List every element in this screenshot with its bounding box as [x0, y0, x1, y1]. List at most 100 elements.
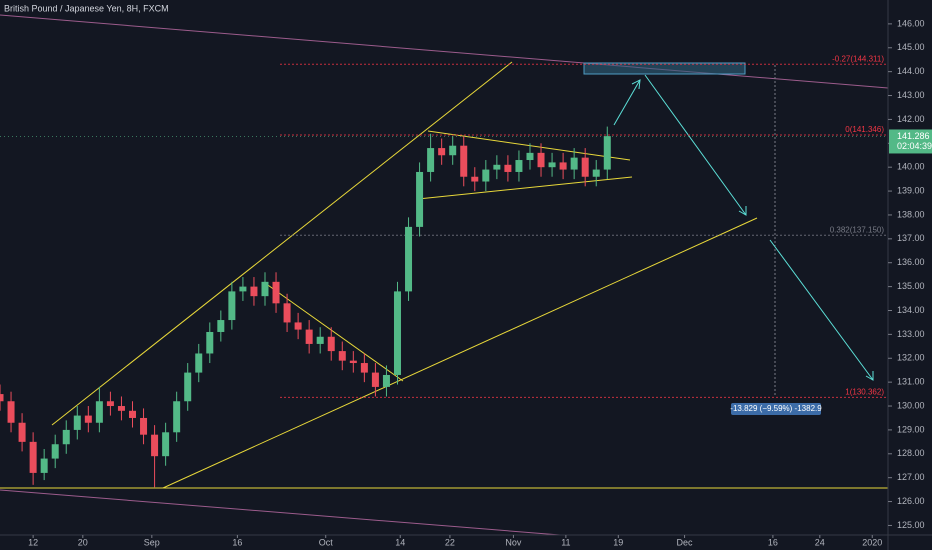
x-tick-label: 12	[28, 537, 38, 547]
candle-body	[162, 432, 170, 457]
x-tick-label: 16	[768, 537, 778, 547]
candle-body	[371, 372, 379, 387]
candle-body	[117, 406, 125, 411]
candle-body	[393, 291, 401, 375]
candle-body	[537, 152, 545, 168]
y-tick-label: 125.00	[897, 520, 925, 530]
x-tick-label: 14	[395, 537, 405, 547]
candle-body	[349, 360, 357, 364]
candle-body	[272, 281, 280, 304]
arrows	[613, 74, 874, 381]
candle-body	[338, 351, 346, 361]
y-tick-label: 128.00	[897, 448, 925, 458]
fib-label: 0.382(137.150)	[830, 225, 885, 234]
candle-body	[40, 458, 48, 473]
candle-body	[449, 145, 457, 156]
candle-body	[581, 157, 589, 177]
candle-body	[438, 148, 446, 156]
candle-body	[217, 320, 225, 332]
candle-body	[592, 169, 600, 177]
price-axis	[888, 0, 932, 550]
x-tick-label: 19	[613, 537, 623, 547]
x-tick-label: Dec	[677, 537, 694, 547]
candle-body	[283, 303, 291, 323]
candle-body	[62, 429, 70, 445]
y-tick-label: 131.00	[897, 377, 925, 387]
last-price-box	[889, 129, 932, 154]
candle-body	[95, 401, 103, 423]
y-tick-label: 134.00	[897, 305, 925, 315]
candle-body	[305, 329, 313, 344]
candle-body	[316, 336, 324, 344]
candle-body	[128, 410, 136, 418]
y-tick-label: 129.00	[897, 424, 925, 434]
measure-box	[731, 403, 821, 415]
candle-body	[460, 145, 468, 177]
labels: 125.00 126.00 127.00 128.00 129.00 130.00 131.…	[28, 18, 932, 547]
candle-body	[173, 401, 181, 433]
y-tick-label: 127.00	[897, 472, 925, 482]
candle-body	[195, 353, 203, 373]
y-tick-label: 140.00	[897, 162, 925, 172]
candle-body	[416, 171, 424, 227]
candle-body	[570, 157, 578, 170]
y-tick-label: 130.00	[897, 400, 925, 410]
candle-body	[206, 331, 214, 354]
fib-label: 1(130.362)	[845, 387, 884, 396]
fib-label: 0(141.346)	[845, 125, 884, 134]
trend-line	[0, 489, 561, 536]
y-tick-label: 139.00	[897, 185, 925, 195]
y-tick-label: 137.00	[897, 233, 925, 243]
x-tick-label: 22	[445, 537, 455, 547]
candle-body	[29, 441, 37, 473]
y-tick-label: 144.00	[897, 66, 925, 76]
y-tick-label: 136.00	[897, 257, 925, 267]
trend-line	[427, 130, 631, 161]
y-tick-label: 133.00	[897, 329, 925, 339]
x-tick-label: 16	[232, 537, 242, 547]
y-tick-label: 138.00	[897, 209, 925, 219]
x-tick-label: Sep	[144, 537, 160, 547]
candle-body	[603, 136, 611, 170]
y-tick-label: 135.00	[897, 281, 925, 291]
y-tick-label: 145.00	[897, 42, 925, 52]
candle-body	[327, 336, 335, 352]
candle-body	[0, 394, 4, 402]
countdown: 02:04:39	[897, 141, 932, 151]
y-tick-label: 132.00	[897, 353, 925, 363]
trend-line	[162, 217, 758, 489]
candle-body	[427, 148, 435, 172]
candle-body	[7, 401, 15, 423]
candle-body	[294, 322, 302, 330]
last-price-label: 141.286	[897, 131, 930, 141]
candle-body	[151, 434, 159, 457]
candle-body	[493, 164, 501, 170]
fib-label: -0.27(144.311)	[832, 54, 884, 63]
candle-body	[559, 162, 567, 170]
x-tick-label: 20	[78, 537, 88, 547]
y-tick-label: 126.00	[897, 496, 925, 506]
candle-body	[382, 374, 390, 387]
x-tick-label: Oct	[319, 537, 334, 547]
candle-body	[482, 169, 490, 182]
trend-line	[264, 282, 404, 382]
candle-body	[73, 415, 81, 430]
candle-body	[360, 363, 368, 373]
measure-label: -13.829 (−9.59%) -1382.9	[730, 404, 822, 413]
candle-body	[106, 401, 114, 407]
candle-body	[18, 422, 26, 442]
drawings	[0, 14, 889, 536]
candle-body	[250, 286, 258, 297]
candle-body	[140, 417, 148, 435]
candle-body	[184, 372, 192, 402]
candle-body	[471, 176, 479, 182]
candle-body	[239, 286, 247, 292]
candle-body	[515, 160, 523, 172]
candle-body	[526, 152, 534, 161]
x-tick-label: 2020	[862, 537, 882, 547]
x-tick-label: 24	[815, 537, 825, 547]
candle-body	[504, 164, 512, 172]
plot	[0, 63, 888, 488]
